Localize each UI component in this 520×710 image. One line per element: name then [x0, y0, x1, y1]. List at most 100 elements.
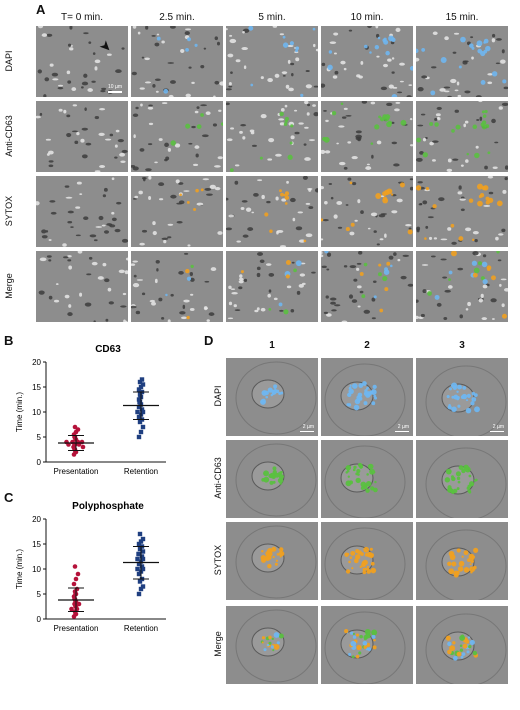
- data-point: [80, 444, 86, 450]
- data-point: [140, 556, 146, 562]
- micrograph-tile: [226, 522, 318, 600]
- data-point: [79, 439, 85, 445]
- micrograph-tile: [416, 522, 508, 600]
- row-label: Anti-CD63: [4, 114, 14, 157]
- micrograph-tile: [416, 101, 508, 172]
- panel-a-scale-bar: [108, 91, 122, 93]
- column-label: 1: [269, 340, 275, 351]
- micrograph-tile: [131, 26, 223, 97]
- micrograph-tile: [226, 26, 318, 97]
- x-tick-label: Retention: [124, 624, 158, 633]
- micrograph-tile: [416, 440, 508, 518]
- y-tick-label: 5: [37, 433, 42, 442]
- panel-d-scale-label: 2 µm: [397, 424, 409, 430]
- y-tick-label: 20: [32, 358, 41, 367]
- time-label: 2.5 min.: [159, 12, 195, 23]
- panel-a-scale-label: 10 µm: [108, 84, 122, 90]
- micrograph-tile: [416, 251, 508, 322]
- y-tick-label: 0: [37, 615, 42, 624]
- data-point: [72, 424, 78, 430]
- micrograph-tile: [226, 176, 318, 247]
- data-point: [64, 439, 69, 445]
- data-point: [137, 419, 143, 425]
- micrograph-tile: [36, 251, 128, 322]
- data-point: [138, 384, 144, 390]
- data-point: [140, 382, 146, 387]
- y-tick-label: 15: [32, 383, 41, 392]
- panel-c-letter: C: [4, 490, 14, 505]
- micrograph-tile: [36, 26, 128, 97]
- data-point: [135, 409, 140, 415]
- micrograph-tile: [131, 251, 223, 322]
- data-point: [136, 387, 142, 392]
- micrograph-tile: [321, 251, 413, 322]
- micrograph-tile: [226, 606, 318, 684]
- data-point: [136, 571, 142, 577]
- panel-d-scale-label: 2 µm: [492, 424, 504, 430]
- row-label: Merge: [213, 631, 223, 657]
- micrograph-tile: [321, 440, 413, 518]
- row-label: SYTOX: [213, 544, 223, 576]
- row-label: DAPI: [4, 50, 14, 72]
- data-point: [138, 429, 144, 435]
- micrograph-tile: 2 µm: [321, 358, 413, 436]
- data-point: [140, 536, 146, 542]
- micrograph-tile: [321, 101, 413, 172]
- micrograph-tile: [226, 251, 318, 322]
- micrograph-tile: [321, 176, 413, 247]
- data-point: [139, 564, 145, 569]
- column-label: 3: [459, 340, 465, 351]
- micrograph-tile: [36, 101, 128, 172]
- time-label: 15 min.: [445, 12, 479, 23]
- chart-title: CD63: [95, 344, 121, 355]
- data-point: [136, 434, 142, 440]
- micrograph-tile: [416, 606, 508, 684]
- data-point: [136, 561, 142, 567]
- data-point: [140, 549, 146, 554]
- data-point: [74, 586, 80, 592]
- x-tick-label: Presentation: [54, 467, 99, 476]
- data-point: [137, 379, 143, 385]
- time-label: T= 0 min.: [61, 12, 103, 23]
- micrograph-tile: [226, 101, 318, 172]
- panel-d-scale-label: 2 µm: [302, 424, 314, 430]
- data-point: [140, 409, 146, 415]
- data-point: [136, 541, 142, 547]
- data-point: [136, 591, 142, 597]
- y-axis-label: Time (min.): [15, 549, 24, 589]
- data-point: [137, 392, 143, 397]
- micrograph-tile: [321, 26, 413, 97]
- x-tick-label: Retention: [124, 467, 158, 476]
- data-point: [140, 424, 146, 430]
- data-point: [137, 546, 143, 552]
- micrograph-tile: [416, 26, 508, 97]
- data-point: [139, 407, 145, 412]
- chart-polyphosphate: Polyphosphate 0 5 10 15 20 Time (min.) Presenta…: [15, 501, 166, 633]
- micrograph-tile: 2 µm: [416, 358, 508, 436]
- row-label: Anti-CD63: [213, 457, 223, 499]
- data-point: [135, 556, 140, 562]
- y-tick-label: 20: [32, 515, 41, 524]
- data-point: [137, 579, 143, 584]
- data-point: [136, 551, 141, 557]
- data-point: [139, 554, 145, 559]
- data-point: [136, 397, 142, 402]
- data-point: [139, 377, 145, 382]
- time-label: 5 min.: [258, 12, 286, 23]
- column-label: 2: [364, 340, 370, 351]
- panel-d-scale-bar: [395, 431, 409, 432]
- y-tick-label: 10: [32, 565, 41, 574]
- micrograph-tile: [321, 606, 413, 684]
- data-point: [136, 404, 142, 410]
- chart-title: Polyphosphate: [72, 501, 144, 512]
- panel-b-letter: B: [4, 333, 14, 348]
- y-tick-label: 0: [37, 458, 42, 467]
- data-point: [138, 539, 144, 544]
- y-tick-label: 10: [32, 408, 41, 417]
- y-tick-label: 15: [32, 540, 41, 549]
- row-label: SYTOX: [4, 195, 14, 226]
- micrograph-tile: [321, 522, 413, 600]
- data-point: [71, 581, 77, 587]
- x-tick-label: Presentation: [54, 624, 99, 633]
- micrograph-tile: [226, 440, 318, 518]
